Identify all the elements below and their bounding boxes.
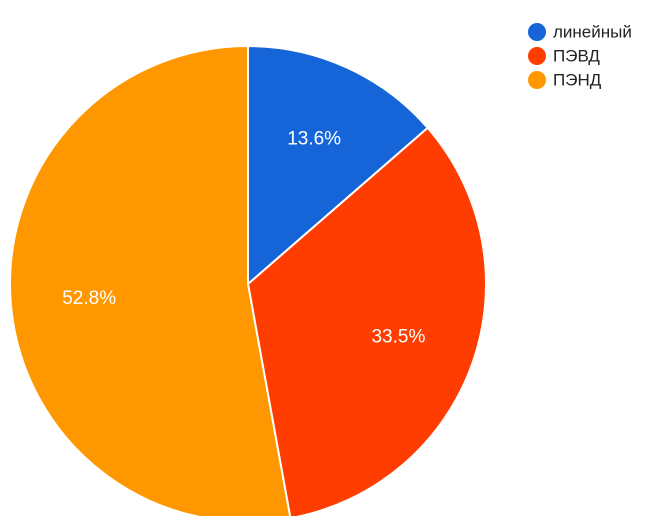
pie-value-labels: 13.6% 33.5% 52.8%	[62, 128, 425, 347]
pie-slice-пэнд[interactable]	[9, 44, 292, 521]
slice-value-label: 52.8%	[62, 288, 116, 309]
legend-label: ПЭНД	[553, 71, 602, 90]
legend-item-пэвд[interactable]: ПЭВД	[528, 47, 600, 66]
slice-value-label: 13.6%	[287, 128, 341, 149]
legend-marker	[528, 23, 546, 41]
legend-label: ПЭВД	[553, 47, 600, 66]
legend-item-линейный[interactable]: линейный	[528, 23, 632, 42]
slice-value-label: 33.5%	[371, 326, 425, 347]
legend: линейный ПЭВД ПЭНД	[528, 23, 632, 90]
pie-slice-пэвд[interactable]	[246, 126, 487, 520]
legend-marker	[528, 71, 546, 89]
legend-label: линейный	[553, 23, 632, 42]
legend-item-пэнд[interactable]: ПЭНД	[528, 71, 602, 90]
legend-marker	[528, 47, 546, 65]
pie-slices	[9, 44, 487, 521]
pie-slice-линейный[interactable]	[247, 44, 430, 287]
